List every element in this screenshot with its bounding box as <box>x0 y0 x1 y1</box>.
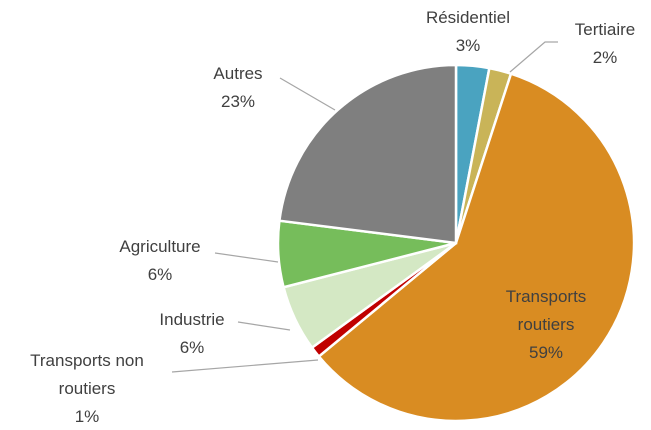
value-label: 1% <box>74 407 100 426</box>
category-label: Transports routiers <box>505 287 587 334</box>
leader-line <box>279 77 336 111</box>
pie-slice <box>278 63 458 245</box>
value-label: 6% <box>147 265 173 284</box>
slice-label: Industrie 6% <box>132 306 252 362</box>
pie-slice <box>317 72 636 423</box>
category-label: Autres <box>213 64 263 83</box>
value-label: 6% <box>179 338 205 357</box>
category-label: Transports non routiers <box>30 351 144 398</box>
leader-line <box>214 252 279 263</box>
leader-line <box>237 321 291 331</box>
category-label: Agriculture <box>119 237 201 256</box>
value-label: 59% <box>528 343 564 362</box>
category-label: Industrie <box>159 310 225 329</box>
leader-line <box>171 359 319 373</box>
slice-label: Transports non routiers 1% <box>2 347 172 430</box>
slice-label: Tertiaire 2% <box>545 16 651 72</box>
slice-label: Résidentiel 3% <box>408 4 528 60</box>
slice-label: Transports routiers 59% <box>491 283 601 367</box>
slice-label: Agriculture 6% <box>100 233 220 289</box>
category-label: Tertiaire <box>574 20 636 39</box>
slice-label: Autres 23% <box>178 60 298 116</box>
leader-line <box>509 41 558 73</box>
value-label: 3% <box>455 36 481 55</box>
value-label: 2% <box>592 48 618 67</box>
value-label: 23% <box>220 92 256 111</box>
category-label: Résidentiel <box>425 8 511 27</box>
